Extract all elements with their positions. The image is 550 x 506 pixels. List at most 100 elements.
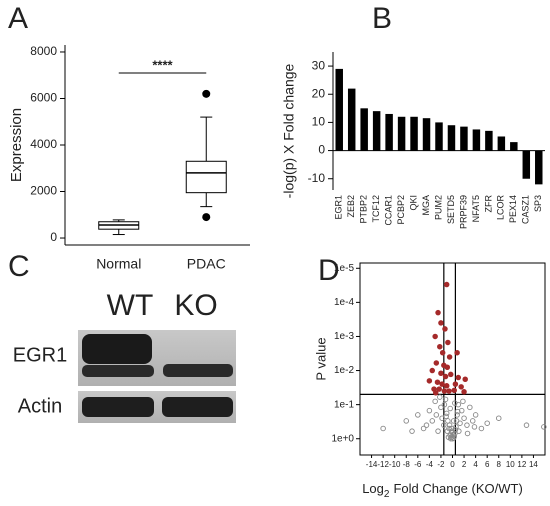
point [461, 389, 467, 395]
x-tick-label: ZFR [483, 195, 493, 213]
x-axis-label-subscript: 2 [384, 489, 390, 500]
blot-band [163, 364, 233, 377]
x-tick-label: PUM2 [433, 195, 443, 220]
point [439, 381, 445, 387]
point [454, 349, 460, 356]
row-label: EGR1 [13, 344, 67, 366]
outlier [202, 213, 211, 222]
point [432, 398, 438, 405]
bar [535, 150, 543, 185]
y-axis-label: Expression [8, 108, 25, 182]
x-tick-label: PRPF39 [458, 195, 468, 229]
x-axis-label-part: Fold Change (KO/WT) [393, 481, 522, 496]
point [409, 428, 415, 434]
point [441, 422, 447, 428]
panel-letter: B [372, 2, 392, 35]
point [446, 354, 453, 360]
x-tick-label: PDAC [187, 256, 226, 272]
y-tick-label: -10 [308, 171, 326, 185]
point [432, 390, 439, 396]
x-tick-label: -10 [389, 460, 401, 469]
point [478, 425, 485, 432]
point [446, 388, 452, 394]
point [442, 396, 449, 403]
point [467, 404, 473, 411]
bar [460, 126, 468, 151]
point [443, 383, 450, 389]
x-tick-label: PTBP2 [359, 195, 369, 224]
bar [410, 116, 418, 151]
box [185, 160, 227, 194]
point [438, 320, 444, 326]
point [380, 425, 386, 432]
point [460, 398, 466, 405]
point [464, 430, 471, 437]
bar [360, 108, 368, 151]
point [523, 422, 530, 428]
bar [485, 130, 493, 151]
x-axis-label-part: Log [362, 481, 384, 496]
bar [422, 118, 431, 151]
y-tick-label: 2000 [30, 184, 57, 198]
point [442, 373, 449, 380]
point [435, 428, 441, 434]
point [445, 339, 451, 346]
bar [497, 136, 506, 151]
significance-label: **** [152, 57, 173, 72]
bar [510, 142, 518, 151]
point [434, 379, 441, 385]
row-label: Actin [18, 395, 62, 417]
y-axis-label: P value [313, 337, 328, 380]
x-tick-label: PEX14 [508, 195, 518, 223]
x-tick-label: PCBP2 [396, 195, 406, 225]
point [449, 429, 456, 436]
point [438, 370, 444, 377]
point [433, 360, 440, 366]
point [438, 404, 444, 411]
point [464, 422, 470, 428]
point [454, 412, 460, 418]
western-blot: WT KO EGR1 Actin [13, 289, 236, 423]
point [429, 418, 436, 424]
point [426, 378, 433, 384]
x-tick-label: CASZ1 [521, 195, 531, 224]
x-tick-label: MGA [421, 195, 431, 216]
panel-letter: C [8, 250, 30, 283]
point [484, 420, 490, 426]
point [437, 394, 443, 400]
y-tick-label: 8000 [30, 44, 57, 58]
point [420, 425, 427, 432]
x-tick-label: ZEB2 [346, 195, 356, 218]
point [436, 386, 442, 392]
bar [472, 129, 481, 151]
point [433, 412, 440, 418]
bar [372, 111, 381, 151]
x-tick-label: NFAT5 [471, 195, 481, 222]
lane-label: WT [107, 289, 154, 322]
point [435, 309, 441, 316]
point [455, 374, 462, 381]
y-tick-label: 20 [312, 86, 326, 100]
y-tick-label: 1e-2 [334, 365, 354, 376]
point [429, 367, 436, 374]
point [462, 376, 468, 383]
point [445, 434, 452, 440]
point [455, 401, 462, 408]
x-tick-label: CCAR1 [383, 195, 393, 226]
x-tick-label: 12 [517, 460, 526, 469]
panel-letter: A [8, 2, 28, 35]
point [443, 413, 449, 420]
x-tick-label: -4 [426, 460, 434, 469]
y-tick-label: 4000 [30, 137, 57, 151]
point [456, 428, 462, 434]
x-tick-label: -6 [414, 460, 422, 469]
point [441, 388, 448, 394]
point [541, 424, 547, 430]
point [471, 424, 478, 430]
x-tick-label: Normal [96, 256, 141, 272]
point [453, 418, 460, 424]
x-tick-label: -8 [403, 460, 411, 469]
point [432, 333, 438, 340]
point [423, 422, 430, 428]
bar [522, 150, 531, 179]
